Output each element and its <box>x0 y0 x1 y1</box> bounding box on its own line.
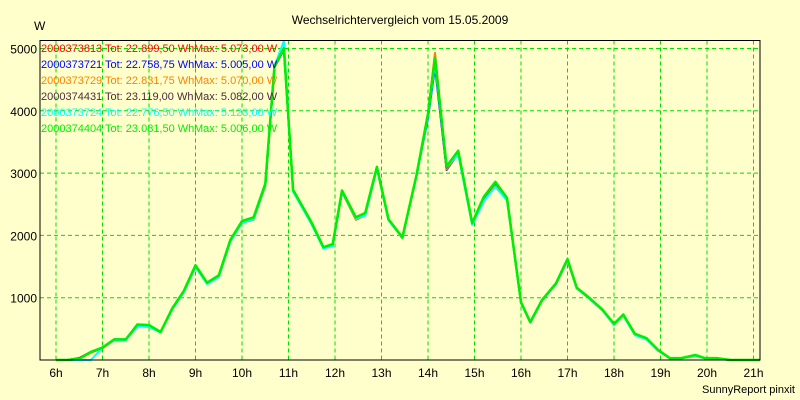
legend-serial: 2000373729 <box>41 75 102 87</box>
x-tick-label: 7h <box>96 366 109 380</box>
footer-credit: SunnyReport pinxit <box>702 384 795 396</box>
legend-serial: 2000373813 <box>41 43 102 55</box>
x-tick-label: 21h <box>743 366 763 380</box>
y-tick-label: 3000 <box>10 167 37 181</box>
legend-max: Max: 5.073,00 W <box>194 43 278 55</box>
x-tick-label: 15h <box>464 366 484 380</box>
legend-max: Max: 5.123,00 W <box>194 107 278 119</box>
legend-total: Tot: 22.831,75 Wh <box>105 75 194 87</box>
x-tick-label: 6h <box>49 366 62 380</box>
x-tick-label: 13h <box>371 366 391 380</box>
x-tick-label: 12h <box>325 366 345 380</box>
x-tick-label: 16h <box>511 366 531 380</box>
legend-max: Max: 5.006,00 W <box>194 123 278 135</box>
legend-serial: 2000373724 <box>41 107 102 119</box>
legend-total: Tot: 22.758,75 Wh <box>105 59 194 71</box>
x-tick-label: 10h <box>232 366 252 380</box>
legend-total: Tot: 22.776,50 Wh <box>105 107 194 119</box>
x-tick-label: 9h <box>189 366 202 380</box>
series-line-2000373724 <box>56 40 760 361</box>
y-tick-label: 1000 <box>10 292 37 306</box>
y-tick-label: 4000 <box>10 105 37 119</box>
y-tick-label: 2000 <box>10 229 37 243</box>
x-ticks: 6h 7h 8h 9h 10h 11h 12h 13h 14h 15h 16h 17h 18h 19h 20… <box>49 366 763 380</box>
grid <box>40 40 760 360</box>
x-tick-label: 14h <box>418 366 438 380</box>
x-tick-label: 18h <box>604 366 624 380</box>
legend-max: Max: 5.070,00 W <box>194 75 278 87</box>
legend-max: Max: 5.082,00 W <box>194 91 278 103</box>
legend-max: Max: 5.005,00 W <box>194 59 278 71</box>
legend-serial: 2000374404 <box>41 123 102 135</box>
legend: 2000373813 Tot: 22.899,50 Wh Max: 5.073,00… <box>41 43 278 135</box>
y-axis-label: W <box>34 19 46 33</box>
legend-total: Tot: 22.899,50 Wh <box>105 43 194 55</box>
y-ticks: 1000 2000 3000 4000 5000 <box>10 43 37 306</box>
series-line-2000374404 <box>56 47 760 362</box>
x-tick-label: 19h <box>650 366 670 380</box>
chart-title: Wechselrichtervergleich vom 15.05.2009 <box>292 13 509 27</box>
legend-total: Tot: 23.081,50 Wh <box>105 123 194 135</box>
series-lines <box>56 40 760 362</box>
x-tick-label: 11h <box>279 366 298 380</box>
x-tick-label: 8h <box>142 366 155 380</box>
x-tick-label: 17h <box>557 366 577 380</box>
x-tick-label: 20h <box>697 366 717 380</box>
legend-total: Tot: 23.119,00 Wh <box>105 91 193 103</box>
legend-serial: 2000373721 <box>41 59 102 71</box>
y-tick-label: 5000 <box>10 43 37 57</box>
legend-serial: 2000374431 <box>41 91 102 103</box>
plot-border <box>39 40 761 361</box>
